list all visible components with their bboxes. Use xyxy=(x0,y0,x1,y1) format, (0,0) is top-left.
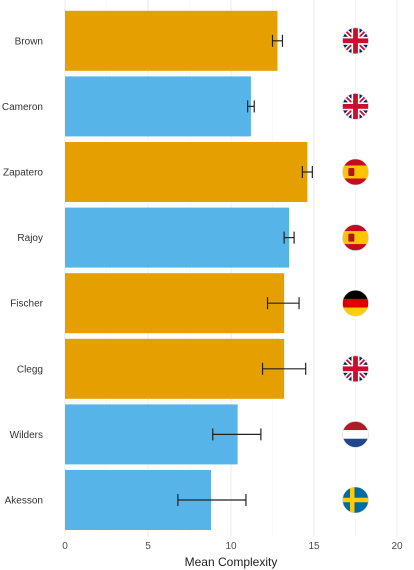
bar xyxy=(65,207,290,268)
category-labels: Brown Cameron Zapatero Rajoy Fischer Clegg Wil… xyxy=(2,36,44,506)
category-label: Rajoy xyxy=(17,233,43,244)
error-bar xyxy=(261,362,307,375)
x-tick-label: 0 xyxy=(62,541,68,552)
x-tick-label: 20 xyxy=(391,541,403,552)
uk-flag-icon xyxy=(342,93,369,120)
bars xyxy=(65,10,308,530)
germany-flag-icon xyxy=(342,289,369,317)
category-label: Akesson xyxy=(5,496,43,507)
error-bar xyxy=(177,494,247,506)
error-bar xyxy=(271,34,284,47)
x-tick-labels: 0 5 10 15 20 xyxy=(62,541,403,552)
flags xyxy=(342,27,369,514)
error-bars xyxy=(177,34,313,506)
error-bar xyxy=(301,166,313,178)
x-tick-label: 10 xyxy=(225,541,237,552)
error-bar xyxy=(247,100,255,113)
sweden-flag-icon xyxy=(342,486,369,514)
error-bar xyxy=(266,297,300,310)
x-axis-title: Mean Complexity xyxy=(185,555,278,569)
bar xyxy=(65,338,285,399)
netherlands-flag-icon xyxy=(342,421,369,448)
category-label: Clegg xyxy=(17,364,43,375)
category-label: Cameron xyxy=(2,102,43,113)
bar xyxy=(65,142,308,202)
category-label: Brown xyxy=(15,36,43,47)
spain-flag-icon xyxy=(342,224,369,251)
category-label: Wilders xyxy=(10,430,43,441)
category-label: Zapatero xyxy=(3,168,43,179)
bar xyxy=(65,76,251,137)
error-bar xyxy=(212,428,262,441)
category-label: Fischer xyxy=(10,299,43,310)
spain-flag-icon xyxy=(342,158,369,186)
bar xyxy=(65,10,278,71)
uk-flag-icon xyxy=(342,27,369,55)
bar xyxy=(65,273,285,334)
uk-flag-icon xyxy=(342,355,369,383)
error-bar xyxy=(283,231,295,244)
x-tick-label: 5 xyxy=(145,541,151,552)
x-tick-label: 15 xyxy=(308,541,320,552)
bar xyxy=(65,404,238,465)
